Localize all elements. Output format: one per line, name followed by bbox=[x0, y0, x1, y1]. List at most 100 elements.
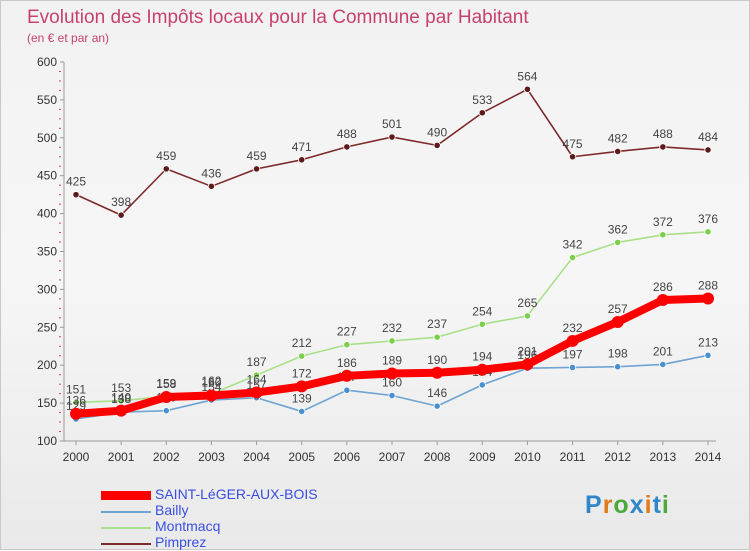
logo-letter: t bbox=[652, 491, 662, 519]
data-label-saint-l-ger-aux-bois: 194 bbox=[472, 350, 492, 364]
data-point-pimprez bbox=[252, 165, 261, 173]
data-point-saint-l-ger-aux-bois bbox=[702, 292, 714, 305]
y-tick-label: 300 bbox=[37, 282, 57, 296]
data-point-bailly bbox=[162, 407, 170, 415]
legend-swatch bbox=[101, 511, 151, 513]
data-label-montmacq: 151 bbox=[66, 382, 86, 396]
data-label-montmacq: 159 bbox=[156, 376, 176, 390]
data-point-saint-l-ger-aux-bois bbox=[611, 315, 624, 328]
logo-letter: o bbox=[613, 491, 630, 519]
data-point-bailly bbox=[659, 360, 667, 369]
legend-label: SAINT-LéGER-AUX-BOIS bbox=[155, 486, 318, 502]
data-label-montmacq: 254 bbox=[472, 304, 492, 318]
data-point-saint-l-ger-aux-bois bbox=[205, 389, 218, 402]
data-label-pimprez: 482 bbox=[608, 131, 628, 145]
data-label-bailly: 201 bbox=[653, 344, 673, 358]
y-tick-label: 150 bbox=[37, 396, 57, 410]
data-label-bailly: 198 bbox=[608, 347, 628, 361]
x-tick-label: 2003 bbox=[198, 450, 225, 464]
data-label-pimprez: 471 bbox=[292, 140, 312, 154]
data-label-montmacq: 265 bbox=[517, 296, 537, 310]
x-tick-label: 2011 bbox=[560, 450, 586, 464]
data-point-montmacq bbox=[659, 231, 667, 239]
data-label-pimprez: 488 bbox=[653, 127, 673, 141]
data-label-montmacq: 153 bbox=[111, 381, 131, 395]
y-tick-label: 600 bbox=[37, 55, 57, 69]
data-label-montmacq: 376 bbox=[698, 212, 718, 226]
data-label-montmacq: 237 bbox=[427, 317, 447, 331]
x-tick-label: 2000 bbox=[63, 450, 90, 464]
data-label-saint-l-ger-aux-bois: 136 bbox=[66, 394, 86, 408]
logo-letter: x bbox=[629, 491, 645, 519]
data-point-pimprez bbox=[659, 143, 667, 151]
y-tick-label: 200 bbox=[37, 358, 57, 372]
data-point-saint-l-ger-aux-bois bbox=[566, 334, 579, 347]
data-point-pimprez bbox=[343, 143, 351, 151]
x-tick-label: 2004 bbox=[243, 450, 270, 464]
data-point-montmacq bbox=[614, 238, 622, 247]
data-point-saint-l-ger-aux-bois bbox=[250, 386, 263, 399]
legend-label: Bailly bbox=[155, 502, 189, 518]
data-label-bailly: 139 bbox=[292, 391, 312, 405]
legend-swatch bbox=[101, 543, 151, 545]
data-point-saint-l-ger-aux-bois bbox=[386, 367, 398, 380]
data-point-saint-l-ger-aux-bois bbox=[656, 294, 669, 307]
logo-letter: P bbox=[585, 491, 603, 519]
data-point-pimprez bbox=[523, 85, 532, 93]
data-point-montmacq bbox=[568, 253, 577, 262]
x-tick-label: 2008 bbox=[424, 450, 451, 464]
legend-swatch bbox=[101, 491, 151, 500]
data-point-montmacq bbox=[117, 397, 125, 405]
data-point-montmacq bbox=[343, 341, 351, 349]
data-label-pimprez: 484 bbox=[698, 130, 718, 144]
data-label-pimprez: 490 bbox=[427, 125, 447, 139]
y-tick-label: 350 bbox=[37, 245, 57, 259]
logo-letter: i bbox=[661, 491, 670, 519]
data-label-saint-l-ger-aux-bois: 232 bbox=[563, 321, 583, 335]
data-point-saint-l-ger-aux-bois bbox=[340, 369, 353, 382]
x-tick-label: 2001 bbox=[108, 450, 135, 464]
data-label-montmacq: 162 bbox=[201, 374, 221, 388]
data-point-montmacq bbox=[298, 352, 306, 360]
data-point-bailly bbox=[298, 407, 306, 416]
data-point-pimprez bbox=[478, 109, 486, 117]
data-point-montmacq bbox=[523, 312, 532, 320]
y-tick-label: 400 bbox=[37, 207, 57, 221]
data-point-pimprez bbox=[162, 165, 170, 173]
data-label-montmacq: 372 bbox=[653, 215, 673, 229]
data-label-saint-l-ger-aux-bois: 288 bbox=[698, 278, 718, 292]
data-label-pimprez: 533 bbox=[472, 93, 492, 107]
x-tick-label: 2006 bbox=[334, 450, 361, 464]
legend-label: Montmacq bbox=[155, 518, 221, 534]
data-label-saint-l-ger-aux-bois: 257 bbox=[608, 302, 628, 316]
data-label-saint-l-ger-aux-bois: 190 bbox=[427, 353, 447, 367]
data-point-saint-l-ger-aux-bois bbox=[70, 407, 82, 420]
y-tick-label: 100 bbox=[37, 434, 57, 448]
data-point-bailly bbox=[388, 391, 396, 400]
data-point-saint-l-ger-aux-bois bbox=[160, 391, 173, 404]
data-point-montmacq bbox=[252, 371, 261, 379]
data-label-pimprez: 501 bbox=[382, 117, 402, 131]
x-tick-label: 2005 bbox=[288, 450, 315, 464]
data-label-bailly: 154 bbox=[201, 380, 221, 394]
data-label-montmacq: 342 bbox=[563, 238, 583, 252]
data-label-bailly: 197 bbox=[563, 347, 583, 361]
data-point-montmacq bbox=[433, 333, 441, 341]
data-label-saint-l-ger-aux-bois: 164 bbox=[247, 372, 267, 386]
y-tick-label: 550 bbox=[37, 93, 57, 107]
data-label-saint-l-ger-aux-bois: 189 bbox=[382, 354, 402, 368]
data-point-pimprez bbox=[614, 147, 622, 156]
x-tick-label: 2014 bbox=[695, 450, 722, 464]
data-point-pimprez bbox=[117, 211, 125, 219]
data-point-pimprez bbox=[433, 141, 441, 149]
data-label-pimprez: 475 bbox=[563, 137, 583, 151]
x-tick-label: 2012 bbox=[604, 450, 631, 464]
data-point-bailly bbox=[614, 363, 622, 371]
x-tick-label: 2009 bbox=[469, 450, 496, 464]
data-label-saint-l-ger-aux-bois: 201 bbox=[517, 344, 537, 358]
data-label-bailly: 138 bbox=[111, 392, 131, 406]
data-point-saint-l-ger-aux-bois bbox=[431, 366, 444, 379]
x-tick-label: 2007 bbox=[379, 450, 406, 464]
